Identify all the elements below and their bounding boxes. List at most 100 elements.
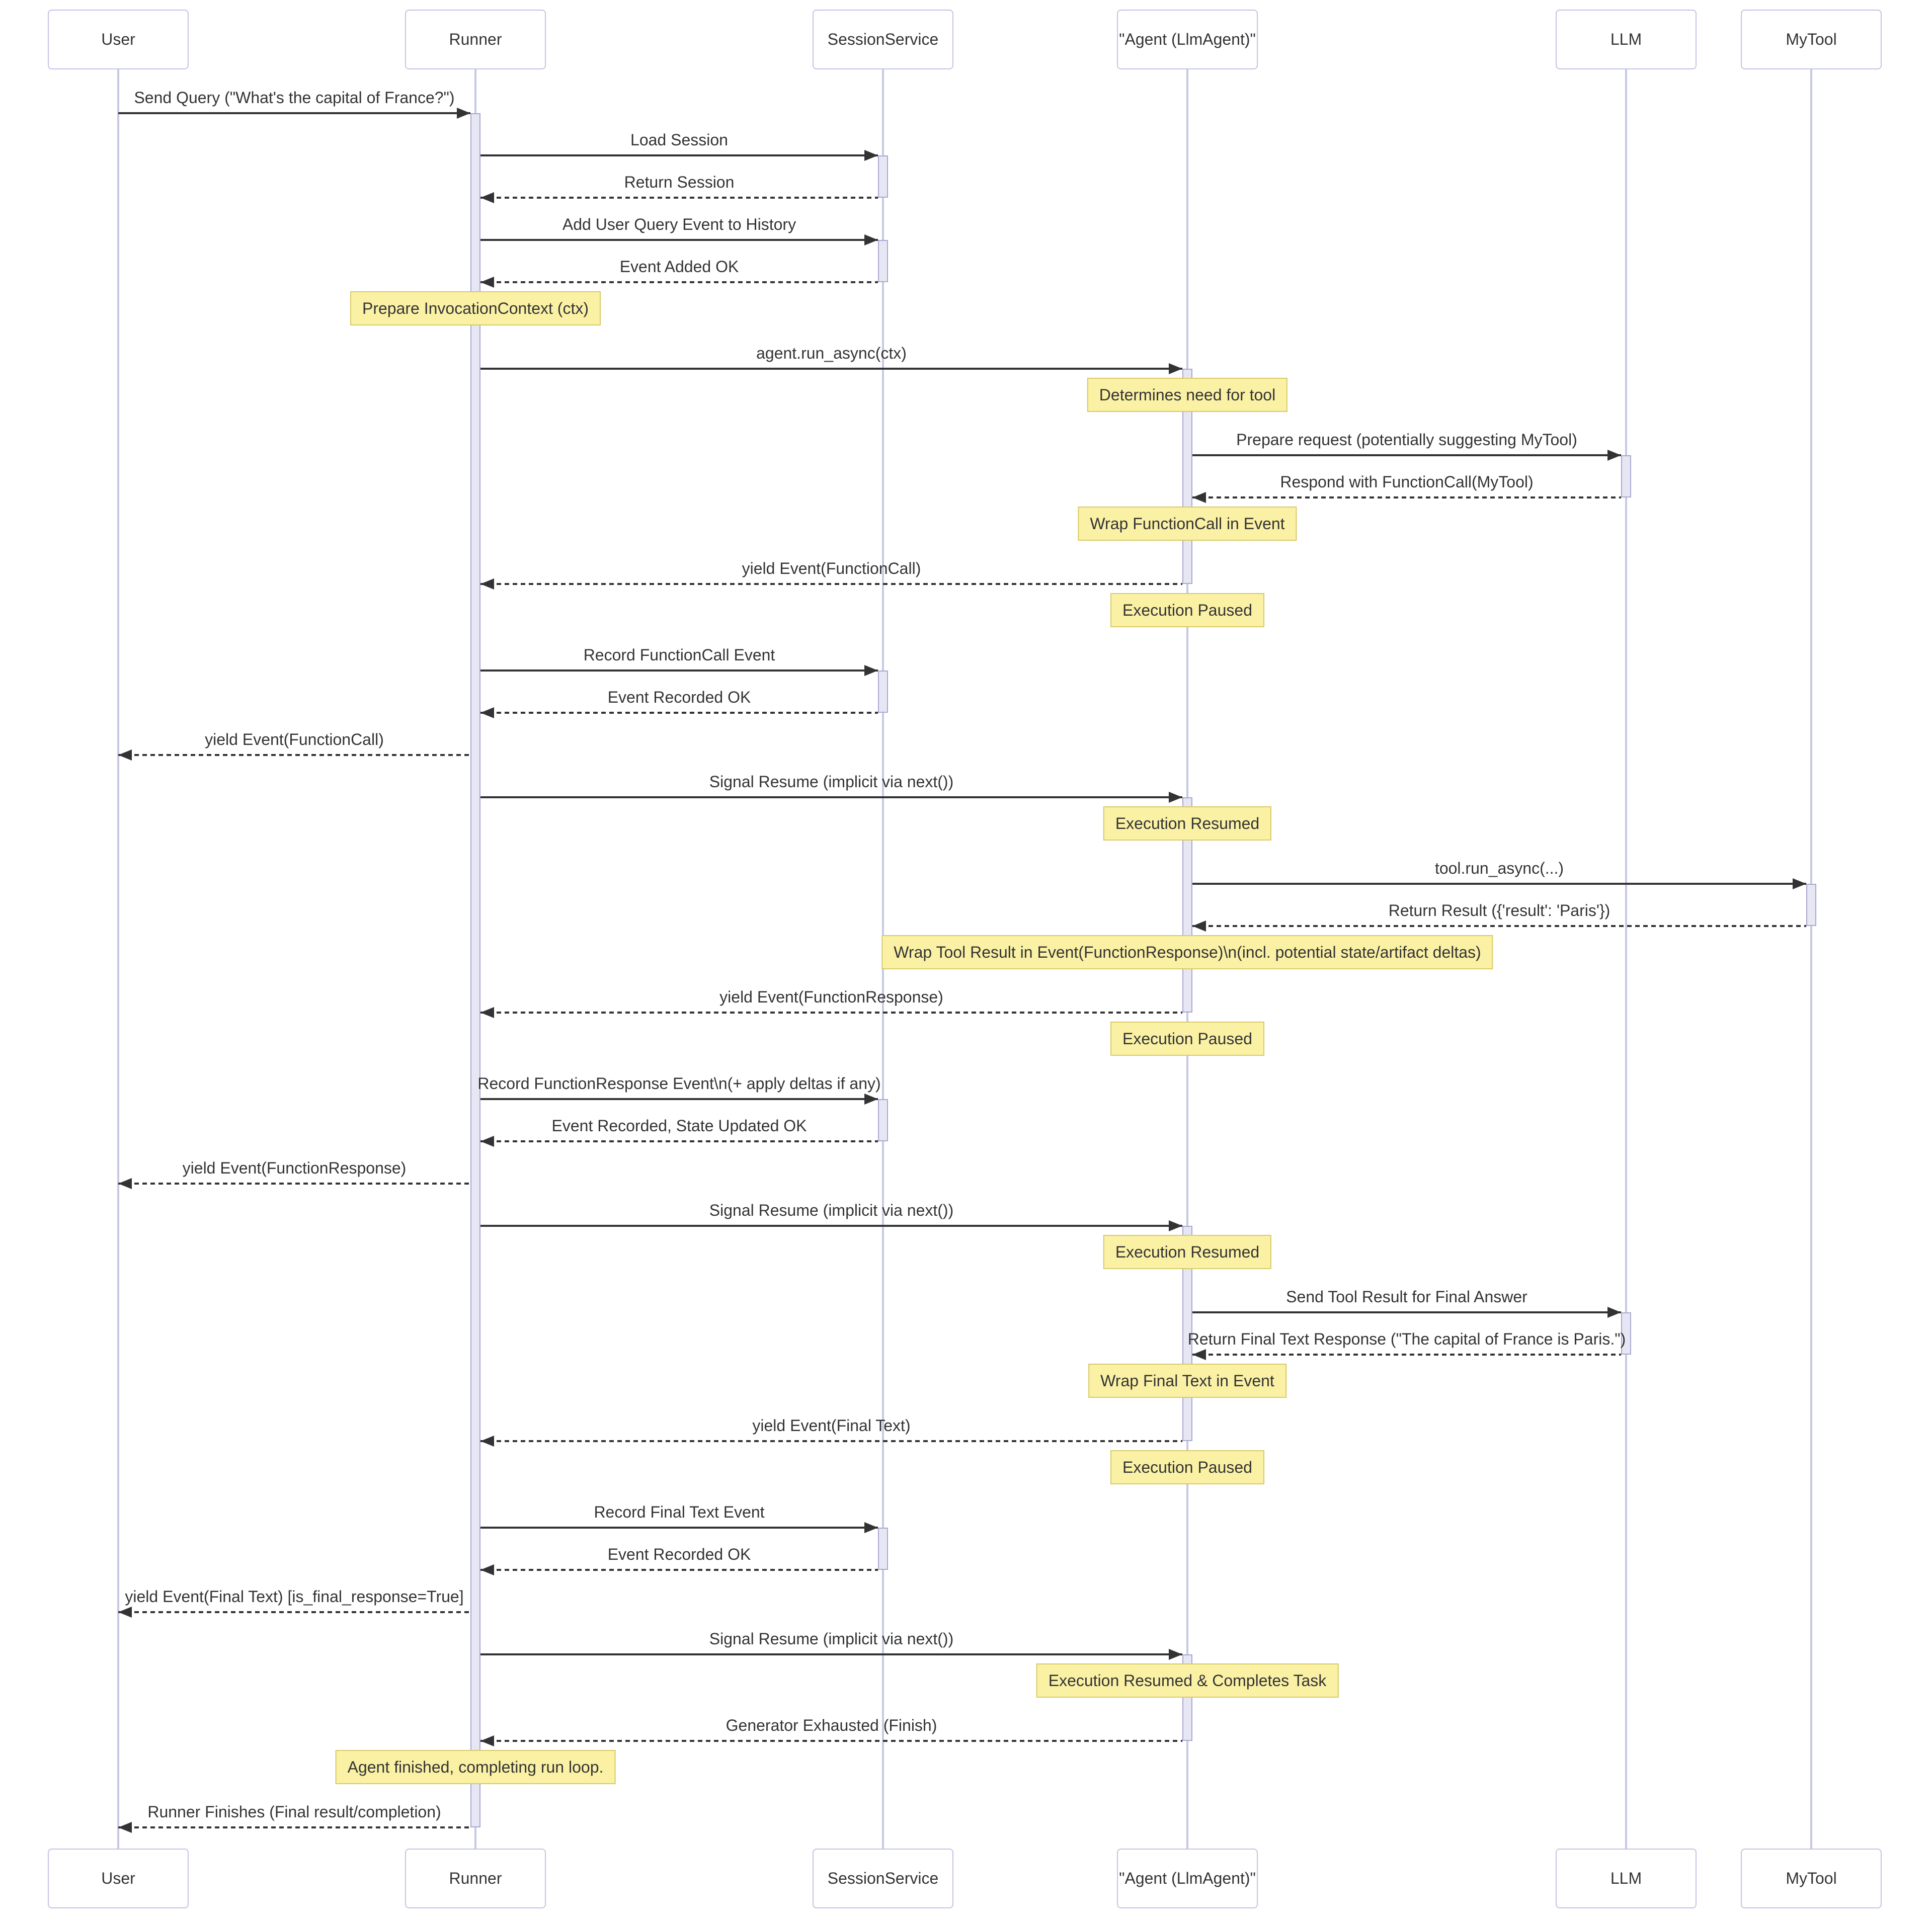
message-label: Signal Resume (implicit via next()) xyxy=(709,773,954,791)
arrowhead-icon xyxy=(118,749,132,761)
message-label: Send Tool Result for Final Answer xyxy=(1286,1288,1527,1306)
message-arrow xyxy=(1192,496,1621,498)
message-label: yield Event(Final Text) [is_final_respon… xyxy=(125,1587,464,1606)
message-arrow xyxy=(1192,1354,1621,1356)
message-arrow xyxy=(480,1098,878,1100)
participant-label: "Agent (LlmAgent)" xyxy=(1119,1869,1256,1887)
message-arrow xyxy=(480,1569,878,1571)
participant-box-bottom-mytool: MyTool xyxy=(1741,1849,1882,1908)
arrowhead-icon xyxy=(480,1007,494,1018)
participant-box-bottom-runner: Runner xyxy=(405,1849,546,1908)
message-arrow xyxy=(480,197,878,199)
message-label: yield Event(Final Text) xyxy=(752,1416,911,1435)
arrowhead-icon xyxy=(864,234,878,245)
message-label: tool.run_async(...) xyxy=(1434,859,1564,877)
message-label: Runner Finishes (Final result/completion… xyxy=(147,1803,441,1821)
arrowhead-icon xyxy=(480,277,494,288)
message-label: Event Recorded OK xyxy=(607,1545,751,1563)
participant-box-top-mytool: MyTool xyxy=(1741,10,1882,69)
activation-bar-mytool xyxy=(1806,884,1816,926)
message-label: Event Added OK xyxy=(619,258,739,276)
message-arrow xyxy=(1192,454,1621,456)
message-label: Signal Resume (implicit via next()) xyxy=(709,1201,954,1219)
participant-box-top-session: SessionService xyxy=(813,10,953,69)
message-label: yield Event(FunctionResponse) xyxy=(719,988,943,1006)
note: Agent finished, completing run loop. xyxy=(335,1750,616,1784)
note: Wrap FunctionCall in Event xyxy=(1078,507,1297,541)
arrowhead-icon xyxy=(1169,792,1182,803)
arrowhead-icon xyxy=(864,665,878,676)
participant-box-top-llm: LLM xyxy=(1556,10,1697,69)
message-arrow xyxy=(1192,925,1806,927)
participant-label: Runner xyxy=(449,1869,502,1887)
arrowhead-icon xyxy=(1607,1307,1621,1318)
note: Determines need for tool xyxy=(1087,378,1288,412)
message-label: Return Session xyxy=(624,173,735,191)
arrowhead-icon xyxy=(480,707,494,718)
arrowhead-icon xyxy=(1192,1349,1206,1360)
message-label: yield Event(FunctionCall) xyxy=(742,559,921,577)
note: Wrap Tool Result in Event(FunctionRespon… xyxy=(881,935,1493,969)
participant-box-bottom-agent: "Agent (LlmAgent)" xyxy=(1117,1849,1258,1908)
message-arrow xyxy=(480,670,878,672)
note: Execution Resumed & Completes Task xyxy=(1036,1663,1339,1698)
note: Execution Paused xyxy=(1110,1022,1264,1056)
participant-label: User xyxy=(101,30,135,48)
message-label: Signal Resume (implicit via next()) xyxy=(709,1630,954,1648)
note: Prepare InvocationContext (ctx) xyxy=(350,291,601,325)
arrowhead-icon xyxy=(118,1607,132,1618)
arrowhead-icon xyxy=(480,1564,494,1575)
arrowhead-icon xyxy=(480,578,494,590)
message-arrow xyxy=(118,1183,470,1185)
lifeline-user xyxy=(117,69,119,1849)
participant-label: MyTool xyxy=(1786,1869,1837,1887)
participant-box-top-agent: "Agent (LlmAgent)" xyxy=(1117,10,1258,69)
message-arrow xyxy=(1192,883,1806,885)
participant-box-bottom-user: User xyxy=(48,1849,189,1908)
message-arrow xyxy=(480,1440,1182,1442)
arrowhead-icon xyxy=(864,1094,878,1105)
arrowhead-icon xyxy=(1607,450,1621,461)
activation-bar-session xyxy=(878,240,888,282)
message-arrow xyxy=(480,1225,1182,1227)
arrowhead-icon xyxy=(1169,1649,1182,1660)
message-arrow xyxy=(118,112,470,114)
message-label: Return Final Text Response ("The capital… xyxy=(1187,1330,1626,1348)
message-arrow xyxy=(480,712,878,714)
message-arrow xyxy=(118,754,470,756)
participant-label: "Agent (LlmAgent)" xyxy=(1119,30,1256,48)
participant-box-bottom-llm: LLM xyxy=(1556,1849,1697,1908)
message-label: Record FunctionCall Event xyxy=(583,646,775,664)
message-label: Add User Query Event to History xyxy=(562,215,796,233)
note: Execution Paused xyxy=(1110,593,1264,627)
arrowhead-icon xyxy=(480,1136,494,1147)
message-label: Event Recorded, State Updated OK xyxy=(551,1117,807,1135)
arrowhead-icon xyxy=(1192,921,1206,932)
arrowhead-icon xyxy=(1169,1220,1182,1231)
message-label: Load Session xyxy=(630,131,728,149)
message-label: Return Result ({'result': 'Paris'}) xyxy=(1388,901,1611,919)
activation-bar-session xyxy=(878,155,888,198)
participant-label: SessionService xyxy=(827,30,939,48)
arrowhead-icon xyxy=(480,1735,494,1746)
message-arrow xyxy=(480,281,878,283)
message-arrow xyxy=(480,154,878,156)
message-arrow xyxy=(480,239,878,241)
participant-box-bottom-session: SessionService xyxy=(813,1849,953,1908)
message-label: Generator Exhausted (Finish) xyxy=(726,1716,937,1734)
message-label: yield Event(FunctionCall) xyxy=(205,730,384,748)
message-arrow xyxy=(480,1527,878,1529)
participant-label: SessionService xyxy=(827,1869,939,1887)
message-label: Record FunctionResponse Event\n(+ apply … xyxy=(477,1074,881,1093)
arrowhead-icon xyxy=(1169,363,1182,374)
message-label: Respond with FunctionCall(MyTool) xyxy=(1280,473,1534,491)
arrowhead-icon xyxy=(480,192,494,203)
participant-label: MyTool xyxy=(1786,30,1837,48)
message-arrow xyxy=(480,1653,1182,1655)
participant-label: LLM xyxy=(1610,1869,1642,1887)
activation-bar-session xyxy=(878,1099,888,1141)
message-label: Event Recorded OK xyxy=(607,688,751,706)
message-label: agent.run_async(ctx) xyxy=(756,344,907,362)
message-label: Send Query ("What's the capital of Franc… xyxy=(134,89,455,107)
